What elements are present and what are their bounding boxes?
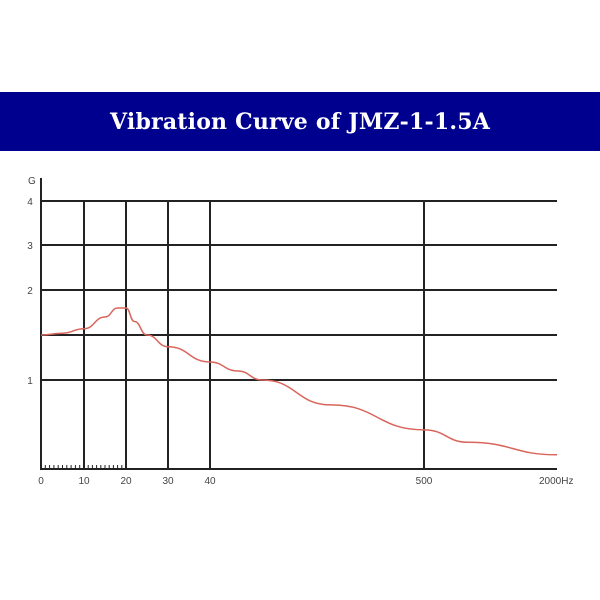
x-tick-label: 20 [120, 476, 132, 487]
y-tick-label: 1 [27, 376, 33, 387]
x-tick-label: 40 [204, 476, 216, 487]
title-banner: Vibration Curve of JMZ-1-1.5A [0, 92, 600, 151]
x-tick-label: 0 [38, 476, 44, 487]
x-tick-label: 500 [416, 476, 433, 487]
x-tick-label: 30 [162, 476, 174, 487]
x-tick-label: 2000Hz [539, 476, 573, 487]
y-axis-label: G [28, 176, 36, 187]
vibration-curve [40, 307, 558, 456]
chart-title: Vibration Curve of JMZ-1-1.5A [110, 108, 490, 135]
x-tick-label: 10 [78, 476, 90, 487]
y-tick-label: 4 [27, 197, 33, 208]
y-tick-label: 3 [27, 241, 33, 252]
y-tick-label: 2 [27, 286, 33, 297]
